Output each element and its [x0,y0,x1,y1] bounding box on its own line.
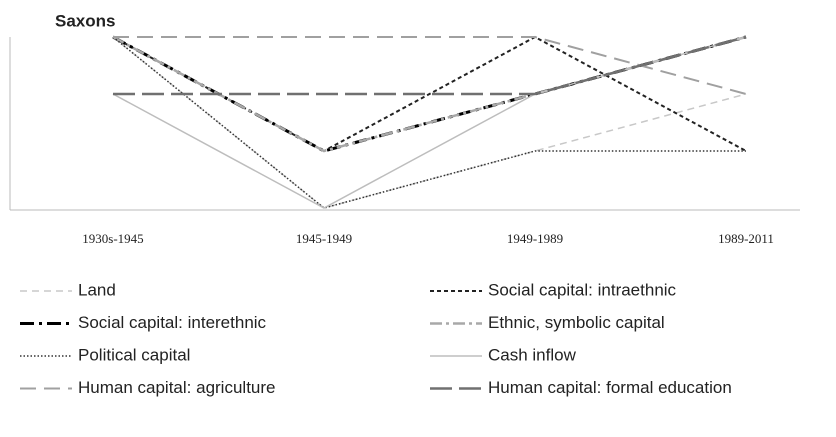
legend-label: Human capital: agriculture [78,378,275,397]
x-tick-label: 1989-2011 [718,231,774,246]
series-line [112,36,747,209]
series-line [112,36,746,209]
legend-label: Land [78,280,116,299]
legend-label: Social capital: intraethnic [488,280,677,299]
legend-label: Ethnic, symbolic capital [488,313,665,332]
legend-label: Social capital: interethnic [78,313,267,332]
legend-label: Cash inflow [488,345,577,364]
x-tick-label: 1949-1989 [507,231,563,246]
series-line [113,36,747,95]
x-tick-label: 1930s-1945 [82,231,143,246]
x-tick-label: 1945-1949 [296,231,352,246]
chart-title: Saxons [55,11,115,30]
series-line [113,35,747,96]
legend-label: Political capital [78,345,190,364]
legend-label: Human capital: formal education [488,378,732,397]
